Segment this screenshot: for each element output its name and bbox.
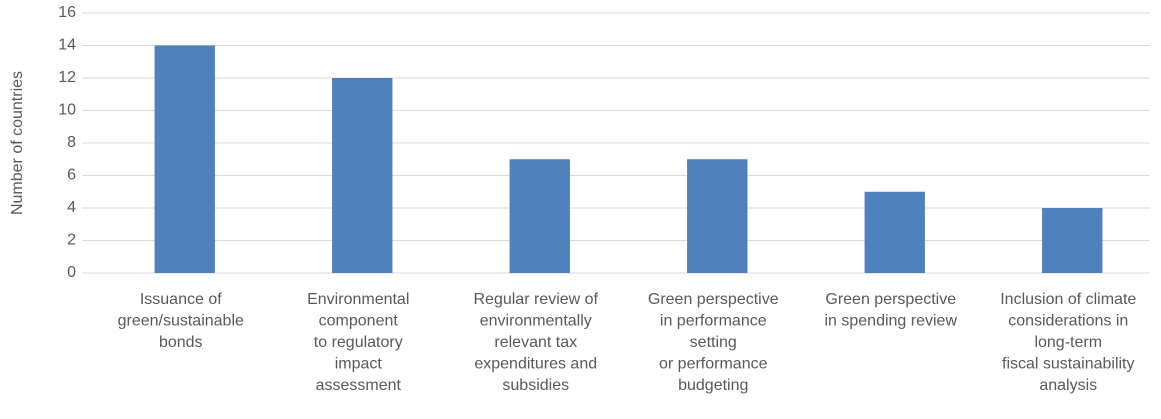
x-tick-label: Environmental bbox=[307, 291, 409, 308]
bar bbox=[332, 78, 393, 273]
x-tick-label: or performance bbox=[659, 356, 768, 373]
x-tick-label: component bbox=[319, 313, 399, 330]
x-tick-label: in spending review bbox=[824, 313, 957, 330]
x-tick-label: Issuance of bbox=[140, 291, 222, 308]
x-tick-label: bonds bbox=[159, 334, 203, 351]
y-axis-label: Number of countries bbox=[9, 71, 26, 215]
x-tick-label: budgeting bbox=[678, 377, 748, 394]
x-tick-label: considerations in bbox=[1008, 313, 1128, 330]
x-tick-label: analysis bbox=[1039, 377, 1097, 394]
bar bbox=[864, 191, 925, 273]
x-tick-label: relevant tax bbox=[494, 334, 577, 351]
y-tick-label: 16 bbox=[58, 4, 76, 21]
bar bbox=[687, 159, 748, 273]
x-tick-label: fiscal sustainability bbox=[1002, 356, 1135, 373]
x-tick-label: expenditures and bbox=[474, 356, 597, 373]
x-tick-label: Regular review of bbox=[474, 291, 599, 308]
x-tick-label: Inclusion of climate bbox=[1000, 291, 1136, 308]
y-tick-label: 2 bbox=[67, 232, 76, 249]
y-tick-label: 6 bbox=[67, 167, 76, 184]
x-tick-label: Green perspective bbox=[825, 291, 956, 308]
y-tick-label: 8 bbox=[67, 134, 76, 151]
x-tick-label: impact bbox=[335, 356, 383, 373]
y-tick-label: 4 bbox=[67, 199, 76, 216]
bar bbox=[509, 159, 570, 273]
y-tick-label: 0 bbox=[67, 264, 76, 281]
x-tick-label: subsidies bbox=[502, 377, 569, 394]
y-tick-label: 10 bbox=[58, 102, 76, 119]
x-tick-label: long-term bbox=[1034, 334, 1102, 351]
bar bbox=[154, 45, 215, 273]
x-tick-label: in performance bbox=[660, 313, 767, 330]
x-tick-label: setting bbox=[690, 334, 737, 351]
x-tick-label: green/sustainable bbox=[118, 313, 244, 330]
x-tick-label: environmentally bbox=[480, 313, 592, 330]
y-tick-label: 14 bbox=[58, 37, 76, 54]
y-tick-label: 12 bbox=[58, 69, 76, 86]
bar bbox=[1042, 208, 1103, 273]
x-tick-label: Green perspective bbox=[648, 291, 779, 308]
x-tick-label: assessment bbox=[316, 377, 402, 394]
x-tick-label: to regulatory bbox=[314, 334, 403, 351]
